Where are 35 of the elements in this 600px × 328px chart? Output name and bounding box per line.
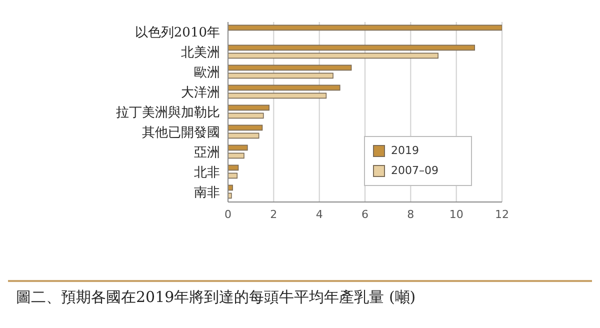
bar (228, 132, 260, 139)
bar (228, 92, 327, 99)
bar (228, 24, 502, 31)
bar (228, 112, 264, 119)
bar (228, 52, 438, 59)
y-tick-label: 其他已開發國 (142, 126, 220, 141)
y-tick-label: 以色列2010年 (134, 26, 220, 41)
bar (228, 64, 352, 71)
y-tick-label: 歐洲 (194, 66, 220, 81)
bar (228, 164, 239, 171)
text: 圖二、預期各國在2019年將到達的每頭牛平均年產乳量 (噸) (8, 280, 592, 307)
bar (228, 144, 248, 151)
x-tick-label: 6 (362, 208, 368, 221)
y-tick-label: 亞洲 (194, 146, 220, 161)
x-tick-label: 12 (495, 208, 509, 221)
bar (228, 104, 270, 111)
legend-label: 2019 (391, 143, 419, 159)
x-tick-label: 10 (449, 208, 464, 221)
x-tick-label: 8 (407, 208, 414, 221)
bar (228, 44, 475, 51)
bar (228, 124, 263, 131)
y-tick-label: 南非 (194, 186, 220, 201)
y-tick-label: 北美洲 (181, 44, 220, 61)
x-tick-label: 0 (224, 208, 232, 221)
bar (228, 172, 238, 179)
x-tick-label: 2 (270, 208, 278, 221)
bar (228, 192, 232, 199)
bar (228, 152, 244, 159)
x-tick-label: 4 (316, 208, 323, 221)
y-tick-label: 北非 (194, 166, 220, 181)
legend-label: 2007–09 (391, 163, 438, 179)
bar (228, 72, 334, 79)
y-tick-label: 大洋洲 (181, 86, 220, 101)
bar (228, 84, 340, 91)
y-tick-label: 拉丁美洲與加勒比 (116, 104, 220, 121)
